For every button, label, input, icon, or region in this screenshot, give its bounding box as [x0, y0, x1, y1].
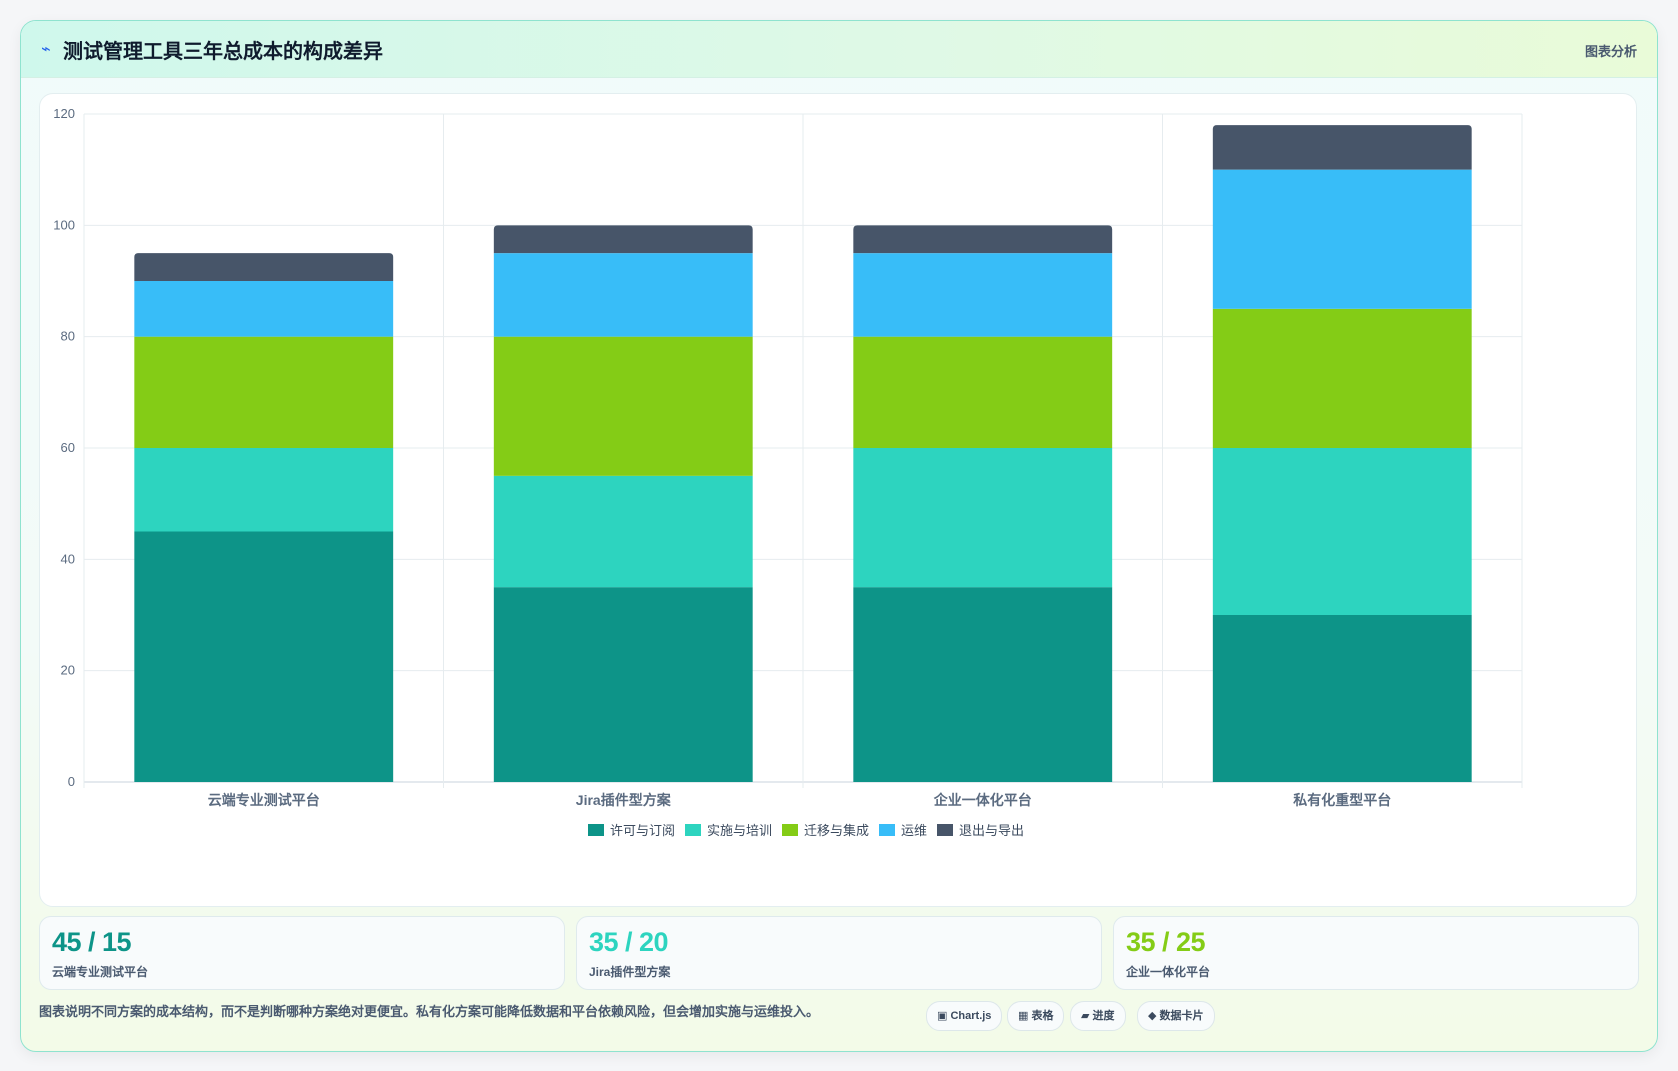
stat-value: 45 / 15: [52, 927, 132, 957]
bar-segment: [1212, 308, 1472, 448]
bar-segment: [493, 475, 753, 588]
bar-segment: [493, 253, 753, 337]
chip-progress[interactable]: ▰ 进度: [1070, 1001, 1126, 1031]
y-tick-label: 0: [68, 774, 75, 789]
bar-segment: [1212, 448, 1472, 615]
diamond-icon: ◆: [1148, 1010, 1157, 1022]
stat-card-enterprise: 35 / 25 企业一体化平台: [1113, 916, 1639, 990]
legend-label: 退出与导出: [959, 823, 1024, 838]
chip-label: 进度: [1092, 1010, 1115, 1022]
y-tick-label: 40: [61, 551, 75, 566]
legend-swatch: [588, 824, 604, 836]
legend-label: 实施与培训: [707, 823, 772, 838]
chip-label: 数据卡片: [1159, 1010, 1204, 1022]
chip-table[interactable]: ▦ 表格: [1007, 1001, 1065, 1031]
x-category-label: Jira插件型方案: [576, 792, 672, 808]
chart-analysis-tag: 图表分析: [1584, 44, 1637, 59]
bar-segment: [1212, 169, 1472, 309]
chart-card: 0 20 40 60 80 100 120 云端专业测试平台 Jira插件型方案 企业一体化平台 私…: [39, 93, 1637, 907]
stat-label: Jira插件型方案: [589, 965, 671, 979]
legend-label: 许可与订阅: [610, 823, 675, 838]
x-category-label: 私有化重型平台: [1293, 792, 1391, 808]
stat-label: 云端专业测试平台: [52, 965, 149, 979]
table-icon: ▦: [1018, 1010, 1029, 1022]
bar-segment: [493, 225, 753, 254]
legend-swatch: [782, 824, 798, 836]
legend-swatch: [685, 824, 701, 836]
bar-segment: [134, 336, 394, 448]
stat-card-jira: 35 / 20 Jira插件型方案: [576, 916, 1102, 990]
panel-header: ⌁ 测试管理工具三年总成本的构成差异 图表分析: [21, 21, 1657, 78]
y-tick-label: 20: [61, 663, 75, 678]
y-tick-label: 120: [53, 106, 75, 121]
y-tick-label: 100: [53, 217, 75, 232]
chip-data-card[interactable]: ◆ 数据卡片: [1137, 1001, 1215, 1031]
chip-label: 表格: [1031, 1010, 1054, 1022]
chart-icon: ▣: [937, 1010, 948, 1022]
y-tick-label: 80: [61, 329, 75, 344]
stat-value: 35 / 20: [589, 927, 669, 957]
bar-segment: [134, 531, 394, 782]
legend-label: 运维: [901, 823, 927, 838]
x-category-label: 企业一体化平台: [933, 792, 1032, 808]
stacked-bar-chart: 0 20 40 60 80 100 120 云端专业测试平台 Jira插件型方案 企业一体化平台 私…: [53, 106, 1523, 838]
bar-segment: [853, 336, 1113, 448]
bar-segment: [493, 587, 753, 782]
legend-label: 迁移与集成: [804, 823, 869, 838]
legend-swatch: [879, 824, 895, 836]
bar-segment: [1212, 125, 1472, 170]
x-category-label: 云端专业测试平台: [208, 792, 320, 808]
chip-chartjs[interactable]: ▣ Chart.js: [926, 1001, 1003, 1031]
bar-segment: [853, 448, 1113, 588]
stat-label: 企业一体化平台: [1126, 965, 1211, 979]
progress-icon: ▰: [1081, 1010, 1090, 1022]
bar-segment: [1212, 615, 1472, 782]
bar-segment: [853, 225, 1113, 254]
bar-segment: [134, 281, 394, 337]
bar-segment: [134, 253, 394, 281]
lightning-icon: ⌁: [41, 41, 51, 58]
stat-card-cloud: 45 / 15 云端专业测试平台: [39, 916, 565, 990]
bar-segment: [853, 587, 1113, 782]
legend-swatch: [937, 824, 953, 836]
bar-segment: [493, 336, 753, 476]
stat-value: 35 / 25: [1126, 927, 1206, 957]
chip-label: Chart.js: [950, 1010, 992, 1022]
y-tick-label: 60: [61, 440, 75, 455]
dashboard-panel: ⌁ 测试管理工具三年总成本的构成差异 图表分析 0 20 40 60 80 100 120 云…: [20, 20, 1658, 1052]
chart-title: 测试管理工具三年总成本的构成差异: [63, 41, 383, 63]
bar-segment: [134, 448, 394, 532]
chart-note: 图表说明不同方案的成本结构，而不是判断哪种方案绝对更便宜。私有化方案可能降低数据…: [39, 1004, 820, 1019]
bar-segment: [853, 253, 1113, 337]
